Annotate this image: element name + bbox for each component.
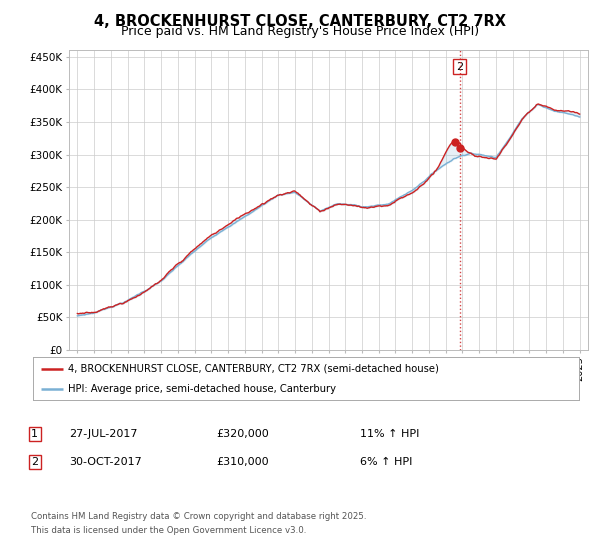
Text: 6% ↑ HPI: 6% ↑ HPI	[360, 457, 412, 467]
Text: 1: 1	[31, 429, 38, 439]
Text: 4, BROCKENHURST CLOSE, CANTERBURY, CT2 7RX (semi-detached house): 4, BROCKENHURST CLOSE, CANTERBURY, CT2 7…	[68, 363, 439, 374]
Text: 2: 2	[456, 62, 463, 72]
Text: 4, BROCKENHURST CLOSE, CANTERBURY, CT2 7RX: 4, BROCKENHURST CLOSE, CANTERBURY, CT2 7…	[94, 14, 506, 29]
Text: 27-JUL-2017: 27-JUL-2017	[69, 429, 137, 439]
Text: Contains HM Land Registry data © Crown copyright and database right 2025.
This d: Contains HM Land Registry data © Crown c…	[31, 512, 367, 535]
Text: 2: 2	[31, 457, 38, 467]
Text: £320,000: £320,000	[216, 429, 269, 439]
Text: £310,000: £310,000	[216, 457, 269, 467]
Text: HPI: Average price, semi-detached house, Canterbury: HPI: Average price, semi-detached house,…	[68, 384, 337, 394]
Text: Price paid vs. HM Land Registry's House Price Index (HPI): Price paid vs. HM Land Registry's House …	[121, 25, 479, 38]
Text: 11% ↑ HPI: 11% ↑ HPI	[360, 429, 419, 439]
Text: 30-OCT-2017: 30-OCT-2017	[69, 457, 142, 467]
